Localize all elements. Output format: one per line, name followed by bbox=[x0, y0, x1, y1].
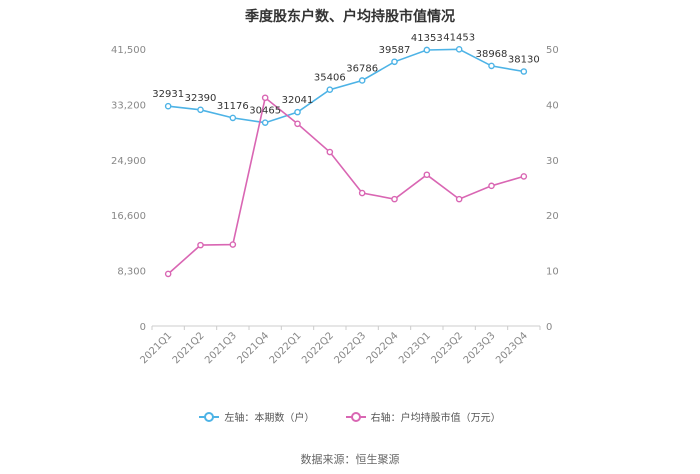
x-tick-label: 2021Q2 bbox=[171, 330, 207, 366]
series-line-1 bbox=[167, 96, 525, 275]
x-tick-label: 2022Q2 bbox=[300, 330, 336, 366]
data-label: 32931 bbox=[152, 89, 184, 100]
x-tick-label: 2021Q1 bbox=[138, 330, 174, 366]
data-label: 30465 bbox=[249, 106, 281, 117]
series-line-0 bbox=[168, 48, 524, 124]
x-tick-label: 2022Q4 bbox=[365, 330, 401, 366]
legend-item-households[interactable]: 左轴：本期数（户） bbox=[199, 409, 314, 424]
series-lines bbox=[164, 46, 528, 278]
data-label: 35406 bbox=[314, 73, 346, 84]
data-point bbox=[261, 119, 269, 126]
data-point bbox=[423, 171, 431, 179]
data-label: 32390 bbox=[185, 93, 217, 104]
y-right-tick-label: 50 bbox=[546, 45, 559, 56]
data-source: 数据来源：恒生聚源 bbox=[300, 453, 400, 466]
data-point bbox=[294, 108, 301, 116]
x-tick-label: 2022Q1 bbox=[268, 330, 304, 366]
x-tick-label: 2023Q1 bbox=[397, 330, 433, 366]
data-point bbox=[164, 270, 172, 278]
x-tick-label: 2022Q3 bbox=[332, 330, 368, 366]
data-point bbox=[197, 241, 204, 249]
data-point bbox=[326, 148, 334, 156]
data-point bbox=[520, 68, 528, 75]
y-right-tick-label: 0 bbox=[546, 322, 552, 333]
data-label: 39587 bbox=[379, 45, 411, 56]
legend-label-households: 左轴：本期数（户） bbox=[224, 413, 315, 424]
legend: 左轴：本期数（户） 右轴：户均持股市值（万元） bbox=[0, 409, 700, 425]
data-point bbox=[455, 195, 463, 203]
data-point bbox=[391, 195, 398, 203]
data-point bbox=[520, 173, 528, 180]
data-point bbox=[358, 189, 366, 197]
y-left-tick-label: 41,500 bbox=[111, 45, 146, 56]
legend-label-avg-market-value: 右轴：户均持股市值（万元） bbox=[370, 413, 501, 424]
data-label: 38968 bbox=[476, 49, 508, 60]
data-point bbox=[261, 94, 269, 102]
data-label: 41453 bbox=[443, 32, 475, 43]
data-point bbox=[294, 120, 301, 128]
legend-item-avg-market-value[interactable]: 右轴：户均持股市值（万元） bbox=[345, 409, 501, 424]
y-right-tick-label: 20 bbox=[546, 211, 559, 222]
data-point bbox=[488, 182, 495, 190]
y-left-tick-label: 24,900 bbox=[111, 156, 146, 167]
x-tick-label: 2021Q3 bbox=[203, 330, 239, 366]
data-point bbox=[197, 106, 204, 114]
x-tick-label: 2023Q4 bbox=[494, 330, 530, 366]
data-point bbox=[455, 46, 463, 53]
data-point bbox=[423, 46, 431, 54]
data-label: 36786 bbox=[346, 63, 378, 74]
data-point bbox=[229, 241, 237, 248]
x-tick-label: 2021Q4 bbox=[235, 330, 271, 366]
data-point bbox=[391, 58, 398, 66]
y-left-tick-label: 33,200 bbox=[111, 100, 146, 111]
data-label: 31176 bbox=[217, 101, 249, 112]
data-point bbox=[488, 62, 495, 70]
y-left-tick-label: 0 bbox=[140, 322, 146, 333]
data-label: 38130 bbox=[508, 54, 540, 65]
x-tick-label: 2023Q3 bbox=[462, 330, 498, 366]
chart-title: 季度股东户数、户均持股市值情况 bbox=[245, 9, 455, 25]
data-point bbox=[229, 114, 237, 122]
y-right-tick-label: 10 bbox=[546, 267, 559, 278]
data-label: 32041 bbox=[282, 95, 314, 106]
y-left-tick-label: 8,300 bbox=[117, 267, 146, 278]
y-right-tick-label: 40 bbox=[546, 100, 559, 111]
data-label: 41353 bbox=[411, 33, 443, 44]
data-point bbox=[358, 77, 366, 84]
data-point bbox=[326, 86, 334, 93]
legend-swatch-avg-market-value bbox=[345, 411, 366, 422]
y-left-tick-label: 16,600 bbox=[111, 211, 146, 222]
legend-swatch-households bbox=[199, 411, 220, 422]
data-point bbox=[164, 102, 172, 110]
x-tick-label: 2023Q2 bbox=[429, 330, 465, 366]
y-right-tick-label: 30 bbox=[546, 156, 559, 167]
